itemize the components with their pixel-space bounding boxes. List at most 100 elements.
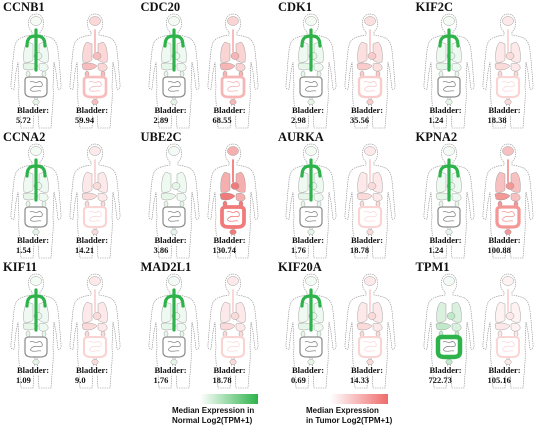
tumor-liver: [81, 322, 98, 331]
tumor-small-intestine: [226, 211, 240, 222]
normal-brain: [442, 146, 455, 156]
normal-right-kidney: [41, 70, 47, 78]
panel-aurka: AURKA Bladder: 1.76 Bladder: 18.78: [275, 130, 412, 260]
tumor-stomach: [97, 193, 108, 202]
legend-tumor-gradient: [330, 394, 388, 404]
normal-trachea-highlight: [162, 28, 185, 72]
normal-median-value: 1.76: [153, 375, 169, 385]
tumor-bladder: [91, 359, 99, 365]
normal-colon: [436, 76, 461, 98]
tumor-small-intestine: [226, 81, 240, 92]
normal-brain: [167, 146, 180, 156]
legend-normal-text: Median Expression in Normal Log2(TPM+1): [172, 406, 254, 426]
tumor-brain: [226, 146, 239, 156]
normal-trachea-highlight: [25, 158, 47, 202]
tumor-heart: [230, 52, 239, 60]
tumor-median-value: 9.0: [75, 375, 86, 385]
normal-median-value: 3.86: [153, 245, 169, 255]
normal-bladder: [170, 99, 177, 105]
panel-tpm1: TPM1 Bladder: 722.73 Bladder: 105.16: [413, 260, 550, 390]
tumor-right-lung: [372, 171, 383, 193]
tumor-brain: [501, 146, 514, 156]
tumor-organ-label: Bladder:: [350, 105, 385, 115]
normal-left-kidney: [25, 330, 31, 338]
normal-body-figure: [10, 143, 62, 259]
tumor-liver: [356, 62, 373, 71]
legend-tumor-line2: in Tumor Log2(TPM+1): [306, 416, 393, 425]
normal-median-value: 1.54: [16, 245, 31, 255]
normal-small-intestine: [442, 211, 456, 222]
tumor-small-intestine: [501, 81, 515, 92]
tumor-brain: [364, 276, 376, 286]
normal-small-intestine: [304, 211, 318, 222]
tumor-body-figure: [482, 143, 533, 259]
tumor-brain: [364, 146, 376, 156]
normal-trachea-highlight: [300, 288, 322, 332]
tumor-body-figure: [344, 273, 396, 389]
normal-stomach: [451, 193, 461, 202]
tumor-colon: [357, 205, 383, 229]
normal-small-intestine: [167, 341, 181, 352]
normal-brain: [30, 16, 42, 26]
panel-cdk1: CDK1 Bladder: 2.98 Bladder: 35.56: [275, 0, 412, 130]
tumor-colon: [82, 205, 108, 229]
normal-bladder: [170, 229, 177, 235]
normal-small-intestine: [442, 81, 456, 92]
normal-liver: [22, 322, 39, 331]
panel-kif20a: KIF20A Bladder: 0.69 Bladder: 14.33: [275, 260, 412, 390]
normal-colon: [161, 336, 186, 358]
normal-organ-label: Bladder:: [291, 105, 326, 115]
normal-trachea-highlight: [437, 158, 460, 202]
normal-liver: [435, 62, 451, 71]
tumor-stomach: [372, 323, 383, 332]
normal-bladder: [307, 229, 315, 235]
tumor-bladder: [366, 359, 374, 365]
tumor-body-figure: [207, 273, 258, 389]
normal-liver: [160, 62, 176, 71]
tumor-median-value: 14.21: [75, 245, 95, 255]
tumor-liver: [81, 62, 98, 71]
gene-name: KIF11: [3, 260, 38, 274]
tumor-heart: [505, 182, 514, 190]
tumor-heart: [367, 312, 377, 320]
gene-name: MAD2L1: [140, 260, 192, 274]
normal-liver: [435, 322, 451, 331]
normal-body-figure: [423, 13, 474, 129]
tumor-small-intestine: [363, 341, 377, 352]
normal-body-figure: [10, 13, 62, 129]
gene-name: UBE2C: [140, 130, 182, 144]
panel-mad2l1: MAD2L1 Bladder: 1.76 Bladder: 18.78: [138, 260, 275, 390]
normal-stomach: [38, 193, 49, 202]
tumor-heart: [230, 312, 239, 320]
normal-colon: [24, 336, 48, 358]
normal-trachea-highlight: [25, 28, 47, 72]
tumor-heart: [92, 52, 102, 60]
normal-bladder: [32, 99, 40, 105]
panel-ccnb1: CCNB1 Bladder: 5.72 Bladder: 59.94: [0, 0, 137, 130]
normal-left-kidney: [25, 70, 31, 78]
normal-left-lung: [435, 301, 446, 323]
tumor-liver: [219, 62, 235, 71]
tumor-small-intestine: [363, 81, 377, 92]
tumor-stomach: [235, 63, 245, 72]
normal-small-intestine: [29, 341, 43, 352]
tumor-left-lung: [219, 301, 230, 323]
tumor-body-figure: [344, 143, 396, 259]
tumor-small-intestine: [501, 211, 515, 222]
normal-median-value: 2.89: [153, 115, 169, 125]
tumor-brain: [226, 276, 239, 286]
tumor-brain: [501, 276, 514, 286]
tumor-median-value: 100.88: [487, 245, 511, 255]
tumor-median-value: 130.74: [212, 245, 236, 255]
normal-left-kidney: [300, 70, 306, 78]
tumor-stomach: [372, 63, 383, 72]
tumor-bladder: [91, 229, 99, 235]
tumor-brain: [89, 16, 101, 26]
tumor-small-intestine: [88, 81, 102, 92]
tumor-stomach: [97, 323, 108, 332]
tumor-right-lung: [97, 41, 108, 63]
tumor-right-lung: [372, 41, 383, 63]
tumor-small-intestine: [363, 211, 377, 222]
tumor-bladder: [504, 99, 511, 105]
tumor-bladder: [504, 229, 511, 235]
